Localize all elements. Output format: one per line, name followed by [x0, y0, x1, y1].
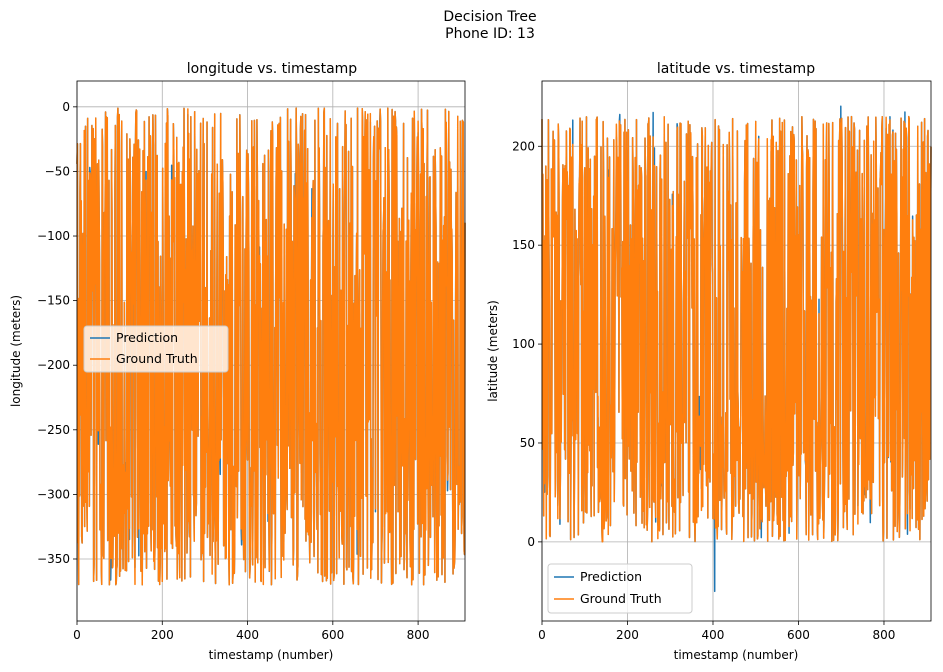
longitude-y-tick-label: −350 — [37, 552, 70, 566]
latitude-y-axis-label: latitude (meters) — [486, 300, 500, 402]
longitude-x-tick-label: 600 — [321, 628, 344, 642]
longitude-y-tick-label: −100 — [37, 229, 70, 243]
latitude-y-tick-label: 50 — [520, 436, 535, 450]
figure-suptitle-line2: Phone ID: 13 — [445, 26, 535, 42]
latitude-chart-title: latitude vs. timestamp — [657, 61, 815, 77]
latitude-y-tick-label: 0 — [527, 535, 535, 549]
latitude-legend-box — [547, 563, 693, 614]
longitude-chart-title: longitude vs. timestamp — [187, 61, 358, 77]
latitude-y-tick-label: 150 — [512, 238, 535, 252]
longitude-legend-prediction-label: Prediction — [116, 330, 178, 345]
latitude-legend-ground-truth-label: Ground Truth — [580, 591, 662, 606]
figure-suptitle-line1: Decision Tree — [443, 9, 536, 25]
longitude-y-tick-label: −150 — [37, 294, 70, 308]
longitude-y-axis-label: longitude (meters) — [9, 295, 23, 407]
longitude-x-tick-label: 200 — [151, 628, 174, 642]
longitude-y-tick-label: 0 — [62, 100, 70, 114]
longitude-y-tick-label: −300 — [37, 487, 70, 501]
latitude-legend: Prediction Ground Truth — [547, 563, 693, 614]
latitude-legend-prediction-label: Prediction — [580, 569, 642, 584]
longitude-x-tick-label: 800 — [407, 628, 430, 642]
latitude-y-tick-label: 100 — [512, 337, 535, 351]
longitude-x-tick-label: 0 — [73, 628, 81, 642]
latitude-x-tick-label: 200 — [616, 628, 639, 642]
latitude-x-axis-label: timestamp (number) — [674, 648, 799, 662]
longitude-legend-ground-truth-label: Ground Truth — [116, 351, 198, 366]
latitude-plot-frame — [541, 80, 932, 622]
latitude-y-tick-label: 200 — [512, 139, 535, 153]
longitude-y-tick-label: −250 — [37, 423, 70, 437]
longitude-chart: longitude vs. timestamp 0 200 400 600 800 0 −5… — [9, 61, 466, 662]
longitude-legend-box — [83, 325, 229, 373]
longitude-series-ground-truth-line — [76, 107, 466, 586]
latitude-x-tick-label: 600 — [787, 628, 810, 642]
longitude-x-tick-label: 400 — [236, 628, 259, 642]
latitude-series-ground-truth-line — [541, 115, 932, 543]
longitude-x-axis-label: timestamp (number) — [209, 648, 334, 662]
latitude-x-tick-label: 800 — [873, 628, 896, 642]
longitude-y-tick-label: −200 — [37, 358, 70, 372]
longitude-y-tick-label: −50 — [45, 164, 70, 178]
latitude-chart: latitude vs. timestamp 0 200 400 600 800 0 50 1… — [486, 61, 932, 662]
latitude-x-tick-label: 400 — [702, 628, 725, 642]
latitude-x-tick-label: 0 — [538, 628, 546, 642]
longitude-plot-frame — [76, 80, 466, 622]
longitude-legend: Prediction Ground Truth — [83, 325, 229, 373]
